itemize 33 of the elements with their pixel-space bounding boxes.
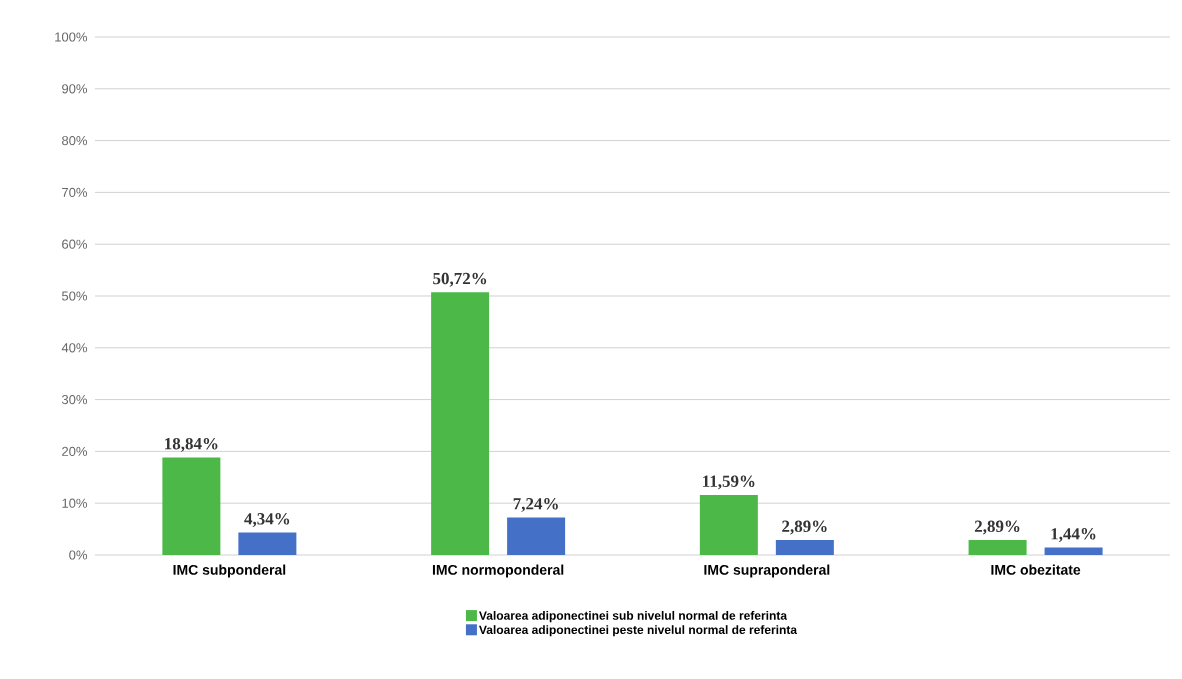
y-tick-label: 80%	[62, 135, 88, 146]
bar	[431, 292, 490, 555]
x-tick-label: IMC obezitate	[991, 564, 1081, 575]
y-tick-label: 40%	[61, 343, 88, 353]
bar	[775, 540, 834, 555]
bar	[238, 532, 297, 555]
bar	[507, 517, 566, 555]
x-tick-label: IMC supraponderal	[704, 564, 830, 578]
bar	[699, 494, 758, 555]
bar	[968, 540, 1027, 555]
data-label: 1,44%	[1051, 528, 1096, 542]
y-tick-label: 20%	[62, 446, 88, 456]
bar	[162, 457, 221, 555]
data-label: 4,34%	[244, 513, 290, 527]
y-tick-label: 50%	[61, 291, 88, 301]
y-tick-label: 0%	[69, 550, 88, 560]
y-tick-label: 90%	[62, 84, 88, 94]
data-label: 50,72%	[433, 272, 487, 287]
data-label: 2,89%	[974, 520, 1020, 535]
legend-label: Valoarea adiponectinei sub nivelul normal de referinta	[479, 611, 788, 623]
data-label: 7,24%	[513, 498, 558, 512]
y-tick-label: 30%	[61, 394, 88, 405]
x-tick-label: IMC subponderal	[173, 564, 286, 578]
data-label: 2,89%	[782, 520, 827, 535]
bar	[1044, 547, 1103, 555]
y-tick-label: 60%	[62, 239, 88, 249]
y-tick-label: 10%	[62, 498, 88, 508]
data-label: 18,84%	[165, 437, 218, 452]
x-tick-label: IMC normoponderal	[432, 564, 564, 578]
data-label: 11,59%	[703, 475, 755, 490]
legend-label: Valoarea adiponectinei peste nivelul normal de referinta	[479, 625, 798, 637]
y-tick-label: 70%	[62, 187, 88, 197]
y-tick-label: 100%	[55, 32, 88, 42]
